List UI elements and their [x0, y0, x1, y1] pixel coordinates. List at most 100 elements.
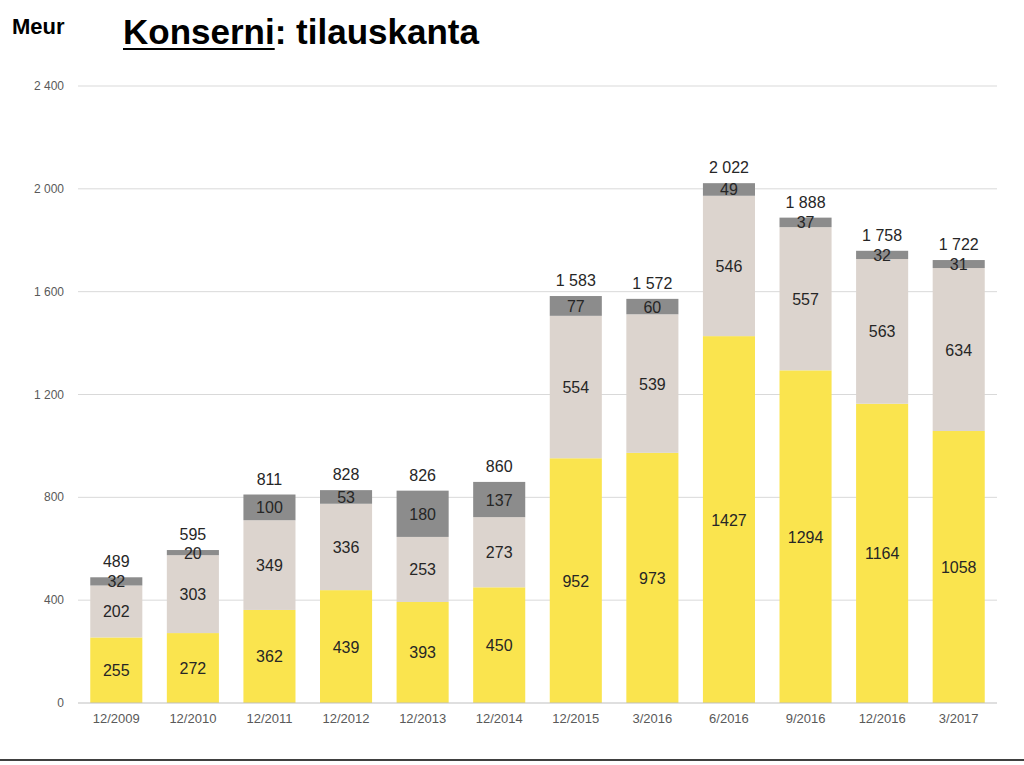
- bars: [90, 183, 984, 703]
- bar-segment: [167, 555, 219, 633]
- x-tick-label: 3/2017: [939, 711, 979, 726]
- bar-segment: [473, 482, 525, 517]
- bar-segment: [397, 602, 449, 703]
- data-label: 539: [639, 376, 666, 393]
- data-label: 60: [643, 299, 661, 316]
- bar-segment: [320, 504, 372, 590]
- bar-segment: [856, 404, 908, 703]
- x-tick-label: 6/2016: [709, 711, 749, 726]
- y-tick-label: 1 200: [34, 388, 64, 402]
- data-label: 973: [639, 570, 666, 587]
- bar-segment: [167, 633, 219, 703]
- title-part: Konserni: [123, 12, 275, 51]
- bar-segment: [626, 453, 678, 703]
- bar-segment: [780, 370, 832, 703]
- data-label: 336: [333, 539, 360, 556]
- total-label: 1 888: [786, 194, 826, 211]
- data-labels: 2552023248927230320595362349100811439336…: [103, 159, 979, 679]
- total-label: 1 758: [862, 227, 902, 244]
- x-tick-label: 12/2010: [169, 711, 216, 726]
- bar-segment: [243, 610, 295, 703]
- data-label: 1058: [941, 559, 977, 576]
- x-tick-label: 9/2016: [786, 711, 826, 726]
- x-tick-label: 12/2013: [399, 711, 446, 726]
- total-label: 1 722: [939, 236, 979, 253]
- total-label: 860: [486, 458, 513, 475]
- y-axis: 04008001 2001 6002 0002 400: [34, 79, 64, 710]
- total-label: 2 022: [709, 159, 749, 176]
- bar-segment: [90, 637, 142, 703]
- bar-segment: [397, 491, 449, 537]
- data-label: 450: [486, 637, 513, 654]
- x-tick-label: 3/2016: [632, 711, 672, 726]
- y-tick-label: 2 400: [34, 79, 64, 93]
- bar-segment: [243, 520, 295, 610]
- data-label: 393: [409, 644, 436, 661]
- bar-segment: [397, 537, 449, 602]
- unit-label: Meur: [12, 14, 65, 40]
- bar-segment: [473, 587, 525, 703]
- bar-segment: [933, 431, 985, 703]
- x-axis: 12/2009 12/2010 12/2011 12/2012 12/2013 12/20…: [93, 711, 979, 726]
- bar-segment: [703, 196, 755, 336]
- y-tick-label: 800: [44, 490, 64, 504]
- x-axis-line: [78, 703, 997, 704]
- bar-segment: [243, 495, 295, 521]
- bar-segment: [320, 590, 372, 703]
- data-label: 32: [873, 247, 891, 264]
- total-label: 826: [409, 467, 436, 484]
- title-part: : tilauskanta: [275, 12, 479, 51]
- x-tick-label: 12/2012: [323, 711, 370, 726]
- data-label: 952: [562, 573, 589, 590]
- data-label: 557: [792, 291, 819, 308]
- chart: 04008001 2001 6002 0002 4002552023248927…: [0, 0, 1024, 765]
- total-label: 489: [103, 553, 130, 570]
- bar-segment: [856, 259, 908, 404]
- data-label: 32: [107, 573, 125, 590]
- total-label: 811: [257, 471, 283, 488]
- y-tick-label: 2 000: [34, 182, 64, 196]
- data-label: 362: [256, 648, 283, 665]
- x-tick-label: 12/2011: [246, 711, 292, 726]
- page-rule: [0, 759, 1024, 761]
- data-label: 1164: [865, 545, 900, 562]
- x-tick-label: 12/2016: [859, 711, 906, 726]
- total-label: 595: [180, 526, 207, 543]
- grid-line: [78, 188, 997, 189]
- data-label: 253: [409, 561, 436, 578]
- data-label: 49: [720, 181, 738, 198]
- chart-title: Konserni: tilauskanta: [123, 12, 479, 52]
- total-label: 1 572: [632, 275, 672, 292]
- x-tick-label: 12/2014: [476, 711, 523, 726]
- data-label: 202: [103, 603, 130, 620]
- data-label: 31: [950, 256, 968, 273]
- data-label: 180: [409, 506, 436, 523]
- bar-segment: [933, 268, 985, 431]
- y-tick-label: 1 600: [34, 285, 64, 299]
- data-label: 1427: [711, 512, 747, 529]
- y-tick-label: 0: [57, 696, 64, 710]
- data-label: 273: [486, 544, 513, 561]
- data-label: 77: [567, 298, 585, 315]
- data-label: 349: [256, 557, 283, 574]
- data-label: 554: [562, 379, 589, 396]
- total-label: 828: [333, 466, 360, 483]
- data-label: 303: [180, 586, 207, 603]
- bar-segment: [550, 316, 602, 458]
- data-label: 272: [180, 660, 207, 677]
- bar-segment: [473, 517, 525, 587]
- bar-segment: [703, 336, 755, 703]
- x-tick-label: 12/2015: [552, 711, 599, 726]
- data-label: 634: [945, 342, 972, 359]
- bar-segment: [550, 296, 602, 316]
- x-tick-label: 12/2009: [93, 711, 140, 726]
- data-label: 53: [337, 489, 355, 506]
- data-label: 37: [797, 214, 815, 231]
- bar-segment: [780, 227, 832, 370]
- grid-line: [78, 86, 997, 87]
- data-label: 20: [184, 545, 202, 562]
- data-label: 137: [486, 492, 513, 509]
- bar-segment: [550, 458, 602, 703]
- data-label: 563: [869, 323, 896, 340]
- bar-segment: [90, 586, 142, 638]
